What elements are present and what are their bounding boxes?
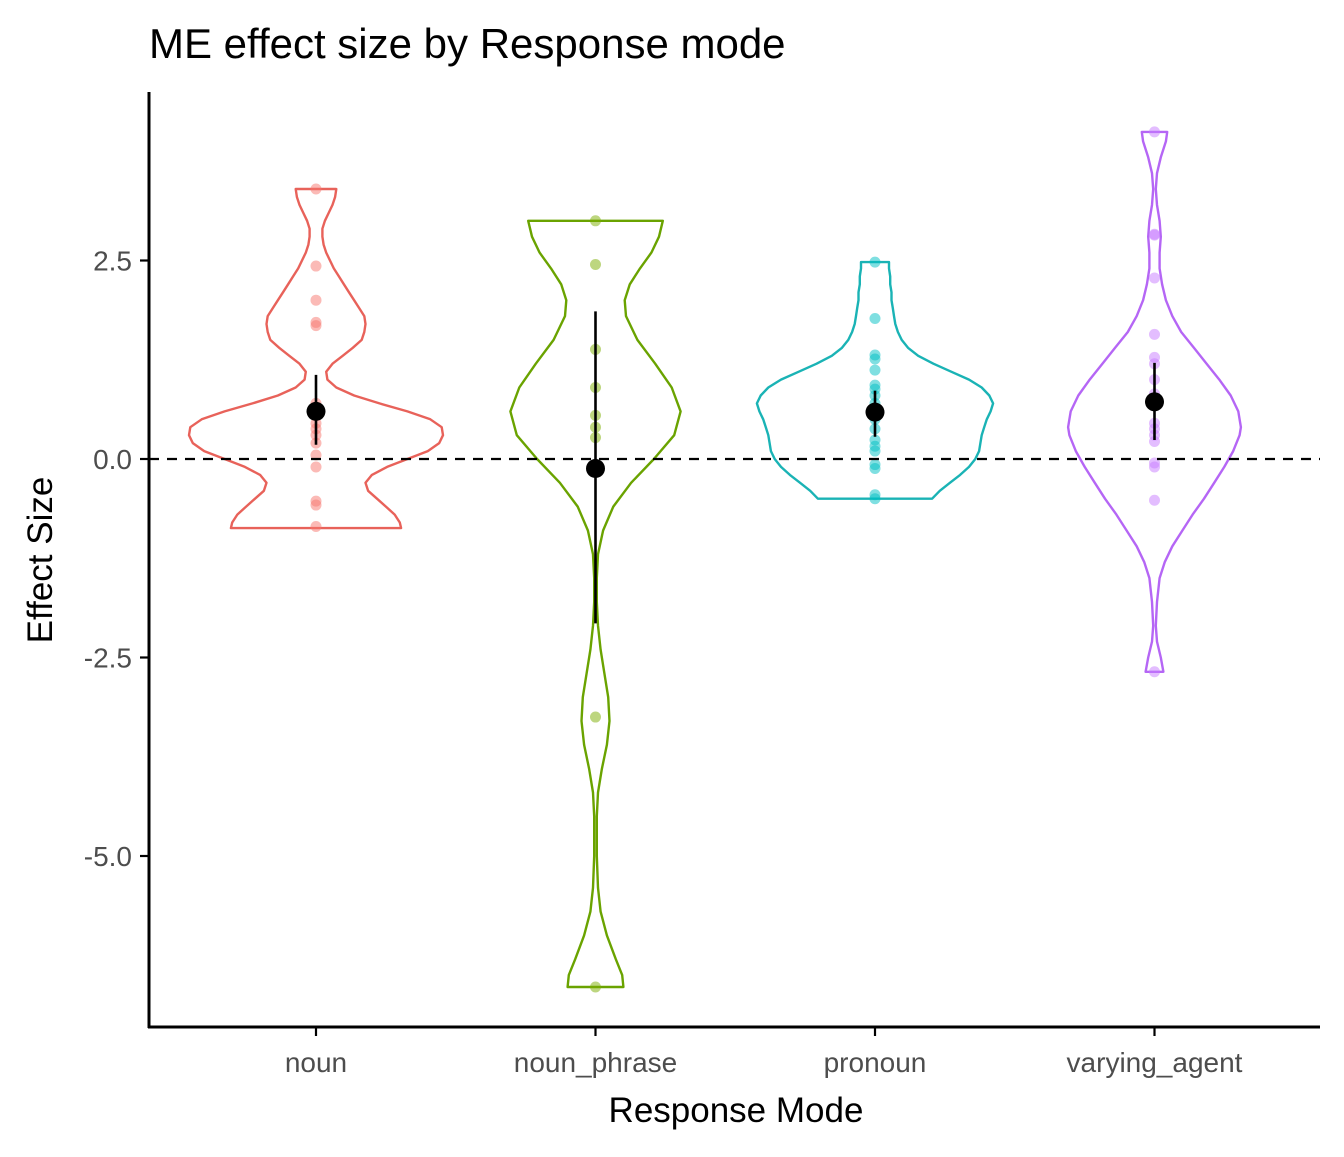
y-tick-label-1: 0.0 bbox=[93, 444, 132, 475]
data-point-noun-11 bbox=[310, 449, 322, 461]
data-point-varying_agent-12 bbox=[1149, 436, 1160, 448]
data-point-noun_phrase-0 bbox=[590, 215, 601, 227]
data-point-noun_phrase-8 bbox=[590, 981, 601, 993]
y-tick-label-2: -2.5 bbox=[84, 643, 132, 674]
data-point-noun-1 bbox=[310, 260, 322, 272]
data-point-varying_agent-15 bbox=[1149, 494, 1160, 506]
y-axis-title: Effect Size bbox=[21, 477, 60, 644]
data-point-noun_phrase-1 bbox=[590, 258, 601, 270]
violin-varying_agent bbox=[1066, 130, 1243, 673]
violin-pronoun bbox=[755, 260, 995, 500]
data-point-noun-12 bbox=[310, 461, 322, 473]
data-point-pronoun-14 bbox=[869, 445, 881, 457]
x-tick-label-noun_phrase: noun_phrase bbox=[514, 1047, 677, 1078]
x-tick-label-noun: noun bbox=[285, 1047, 347, 1078]
data-point-noun-2 bbox=[310, 294, 322, 306]
data-point-noun-14 bbox=[310, 499, 322, 511]
data-point-varying_agent-2 bbox=[1149, 229, 1160, 241]
axes-layer: 2.5 0.0 -2.5 -5.0 noun noun_phrase pronoun vary… bbox=[84, 92, 1320, 1078]
data-point-noun-4 bbox=[310, 320, 322, 332]
chart-title: ME effect size by Response mode bbox=[149, 20, 786, 67]
data-point-varying_agent-3 bbox=[1149, 272, 1160, 284]
data-point-pronoun-4 bbox=[869, 364, 881, 376]
data-point-varying_agent-16 bbox=[1149, 666, 1160, 678]
data-point-noun-15 bbox=[310, 520, 322, 532]
mean-point-varying_agent bbox=[1145, 392, 1164, 412]
violin-noun_phrase bbox=[509, 219, 682, 989]
data-point-noun_phrase-7 bbox=[590, 711, 601, 723]
mean-point-noun bbox=[306, 401, 326, 421]
data-point-varying_agent-14 bbox=[1149, 461, 1160, 473]
data-point-pronoun-3 bbox=[869, 353, 881, 365]
data-point-pronoun-1 bbox=[869, 312, 881, 324]
data-point-pronoun-0 bbox=[869, 256, 881, 268]
mean-point-pronoun bbox=[865, 402, 885, 422]
violins-layer bbox=[187, 130, 1243, 989]
x-tick-label-pronoun: pronoun bbox=[824, 1047, 927, 1078]
x-tick-label-varying_agent: varying_agent bbox=[1067, 1047, 1243, 1078]
data-point-pronoun-16 bbox=[869, 463, 881, 475]
summary-layer bbox=[306, 311, 1164, 624]
data-point-varying_agent-4 bbox=[1149, 328, 1160, 340]
violin-noun bbox=[187, 187, 445, 530]
x-axis-title: Response Mode bbox=[609, 1091, 864, 1130]
data-point-noun-0 bbox=[310, 183, 322, 195]
data-point-pronoun-18 bbox=[869, 493, 881, 505]
y-tick-label-3: -5.0 bbox=[84, 841, 132, 872]
data-point-varying_agent-0 bbox=[1149, 126, 1160, 138]
mean-point-noun_phrase bbox=[586, 459, 605, 479]
y-tick-label-0: 2.5 bbox=[93, 246, 132, 277]
